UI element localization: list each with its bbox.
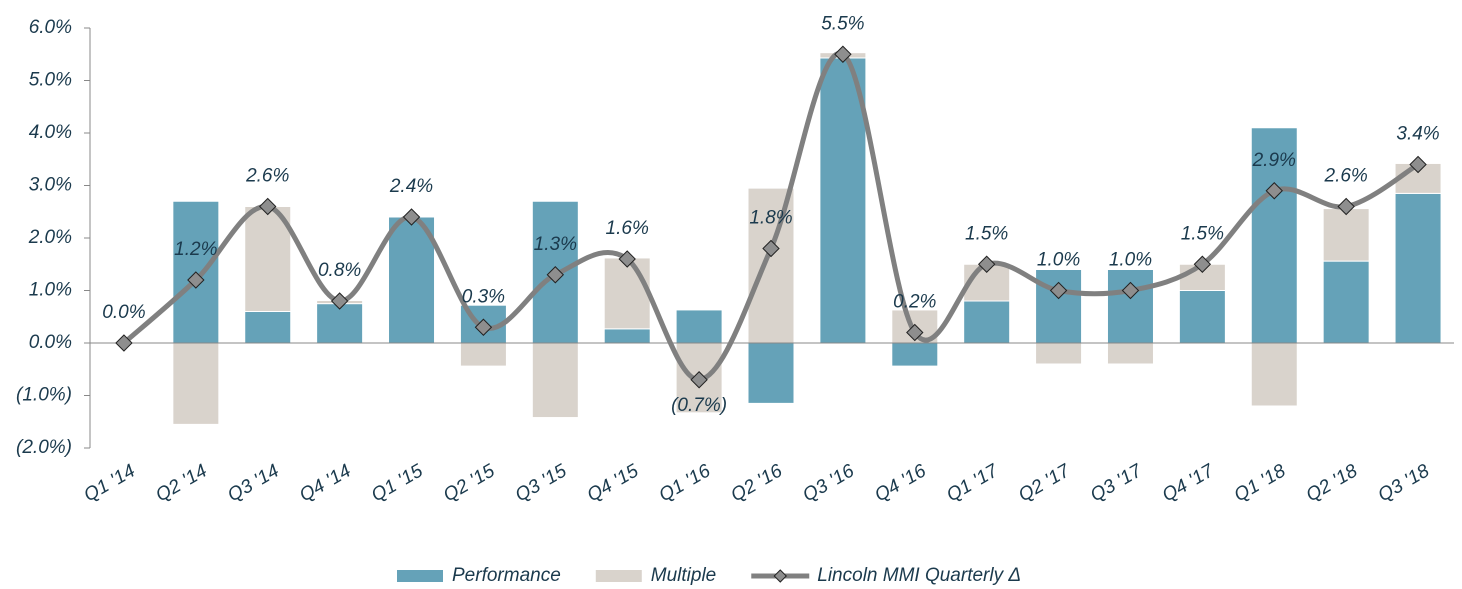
legend-label: Multiple	[651, 565, 716, 586]
x-tick-label: Q4 '16	[871, 460, 930, 506]
marker	[690, 371, 708, 389]
marker	[1193, 255, 1212, 273]
data-label: 2.9%	[1252, 150, 1296, 171]
marker	[1409, 155, 1427, 174]
data-label: 1.6%	[606, 218, 649, 239]
bar	[1106, 342, 1154, 365]
data-label: (0.7%)	[671, 395, 727, 416]
x-tick-label: Q1 '18	[1231, 460, 1290, 506]
data-label: 2.6%	[245, 166, 289, 187]
bar	[459, 342, 507, 367]
bar	[1322, 260, 1370, 344]
data-label: 1.8%	[749, 208, 792, 229]
marker	[1121, 281, 1140, 300]
marker	[259, 197, 277, 216]
bar	[963, 300, 1011, 344]
bar	[244, 311, 292, 344]
bar	[1106, 269, 1154, 344]
bar	[819, 57, 867, 344]
y-tick-label: 2.0%	[28, 227, 72, 248]
bar	[603, 328, 651, 344]
x-tick-label: Q4 '17	[1159, 460, 1219, 507]
x-tick-label: Q3 '14	[224, 460, 282, 506]
data-label: 1.0%	[1037, 250, 1080, 271]
data-label: 2.4%	[389, 176, 433, 197]
bar	[1250, 127, 1298, 344]
marker	[977, 255, 996, 273]
marker	[546, 266, 565, 284]
data-label: 0.0%	[102, 302, 145, 323]
data-label: 1.5%	[965, 223, 1008, 244]
marker	[474, 318, 493, 336]
marker	[906, 323, 924, 342]
bar	[747, 342, 795, 404]
x-tick-label: Q3 '18	[1375, 460, 1434, 506]
y-tick-label: 5.0%	[29, 70, 72, 91]
bar	[675, 309, 723, 344]
x-tick-label: Q4 '14	[296, 460, 354, 506]
bar	[1035, 342, 1083, 365]
marker	[834, 45, 852, 63]
data-label: 1.2%	[174, 239, 217, 260]
legend-item: Performance	[397, 565, 561, 586]
data-label: 0.8%	[318, 260, 361, 281]
legend-marker	[773, 569, 787, 583]
y-tick-label: 3.0%	[29, 175, 72, 196]
x-tick-label: Q1 '16	[656, 460, 715, 506]
bar	[1394, 192, 1442, 344]
data-label: 5.5%	[821, 13, 864, 34]
marker	[115, 334, 133, 352]
legend-label: Lincoln MMI Quarterly Δ	[817, 565, 1021, 586]
bar	[1322, 208, 1370, 262]
x-tick-label: Q2 '16	[728, 460, 787, 506]
x-tick-label: Q3 '16	[799, 460, 858, 506]
legend-item: Multiple	[595, 565, 716, 586]
bar	[172, 342, 220, 425]
y-tick-label: 4.0%	[29, 122, 72, 143]
marker	[1337, 197, 1355, 216]
legend-swatch	[397, 570, 443, 582]
x-tick-label: Q2 '17	[1015, 460, 1075, 507]
legend-item: Lincoln MMI Quarterly Δ	[751, 565, 1021, 586]
bar	[1250, 342, 1298, 407]
data-label: 2.6%	[1324, 166, 1368, 187]
y-tick-label: (1.0%)	[16, 385, 72, 406]
bar	[747, 187, 795, 344]
marker	[1049, 281, 1068, 300]
marker	[187, 271, 205, 289]
bar	[1178, 290, 1226, 344]
x-tick-label: Q3 '15	[512, 460, 571, 506]
x-tick-label: Q1 '14	[80, 460, 138, 506]
x-tick-label: Q3 '17	[1087, 460, 1147, 507]
x-tick-label: Q1 '15	[368, 460, 427, 506]
x-tick-label: Q1 '17	[943, 460, 1003, 507]
y-tick-label: 1.0%	[29, 280, 72, 301]
bar	[531, 342, 579, 419]
marker	[330, 292, 349, 310]
data-label: 0.3%	[462, 286, 505, 307]
data-label: 1.5%	[1181, 223, 1224, 244]
data-label: 3.4%	[1396, 124, 1439, 145]
y-tick-label: 6.0%	[29, 17, 72, 38]
x-tick-label: Q4 '15	[584, 460, 643, 506]
marker	[618, 250, 636, 268]
bar	[244, 206, 292, 312]
bar	[1035, 269, 1083, 344]
y-tick-label: (2.0%)	[16, 437, 72, 458]
bar	[891, 342, 939, 367]
data-label: 1.3%	[534, 234, 577, 255]
marker	[762, 239, 780, 258]
data-label: 1.0%	[1109, 250, 1152, 271]
marker	[1265, 182, 1283, 200]
legend-label: Performance	[452, 565, 561, 586]
legend-swatch	[595, 570, 642, 582]
y-tick-label: 0.0%	[29, 332, 72, 353]
bar	[603, 257, 651, 330]
data-label: 0.2%	[893, 292, 936, 313]
marker	[402, 208, 421, 226]
x-tick-label: Q2 '14	[152, 460, 210, 506]
x-tick-label: Q2 '18	[1303, 460, 1362, 506]
x-tick-label: Q2 '15	[440, 460, 499, 506]
